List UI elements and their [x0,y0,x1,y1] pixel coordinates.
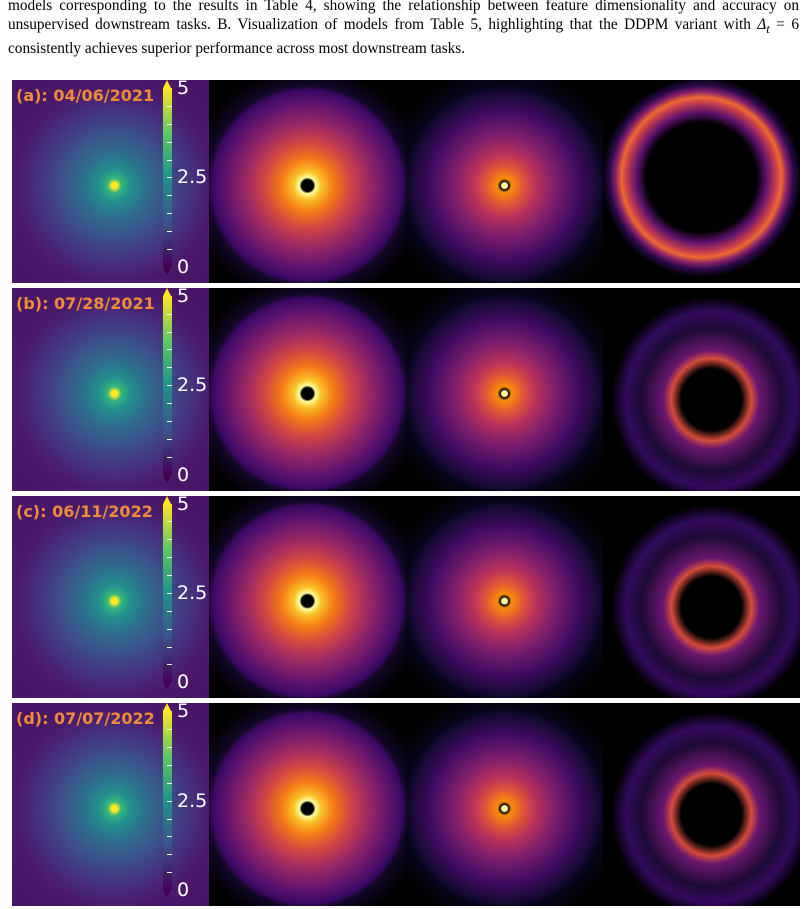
colorbar-minor-tick [167,313,172,315]
colorbar-tick-label: 2.5 [177,789,208,812]
colorbar-minor-tick [167,231,172,232]
colorbar-minor-tick [167,123,172,125]
colorbar-tick-label: 0 [177,255,190,278]
colorbar-minor-tick [167,729,172,731]
colorbar-minor-tick [167,385,172,387]
caption-text: models corresponding to the results in T… [8,0,799,33]
figure: 5 2.5 0 (a): 04/06/2021 5 2.5 0 (b): 07/28/2021… [12,80,800,906]
figure-row: 5 2.5 0 (c): 06/11/2022 [12,495,800,699]
colorbar-minor-tick [167,854,172,856]
colorbar-minor-tick [167,420,172,422]
colorbar-minor-tick [167,646,172,648]
colorbar-tick-label: 0 [177,671,190,694]
image-panel [406,80,603,283]
colorbar-minor-tick [167,836,172,838]
colorbar-minor-tick [167,664,172,666]
colorbar-minor-tick [167,349,172,351]
colorbar-minor-tick [167,747,172,748]
colorbar-tick-label: 5 [177,287,190,307]
colorbar-minor-tick [167,141,172,143]
colorbar-minor-tick [167,764,172,766]
colorbar-minor-tick [167,105,172,107]
math-rest: = 6 [769,16,799,33]
colorbar-tick-label: 0 [177,879,190,901]
colorbar-minor-tick [167,628,172,630]
colorbar-minor-tick [167,367,172,369]
image-panel [209,495,406,699]
row-label: (c): 06/11/2022 [16,501,153,521]
figure-row: 5 2.5 0 (a): 04/06/2021 [12,80,800,283]
colorbar-minor-tick [167,610,172,612]
row-label: (d): 07/07/2022 [16,709,155,729]
colorbar-tick-label: 0 [177,463,190,486]
colorbar-tick-label: 5 [177,80,190,99]
colorbar-tick-label: 2.5 [177,581,208,604]
caption-text: consistently achieves superior performan… [8,40,466,58]
colorbar-minor-tick [167,331,172,333]
colorbar-minor-tick [167,195,172,197]
image-panel: 5 2.5 0 (d): 07/07/2022 [12,703,209,906]
image-panel [406,287,603,491]
colorbar-tick-label: 2.5 [177,374,208,397]
image-panel [603,495,800,699]
image-panel [603,80,800,283]
colorbar-minor-tick [167,592,172,594]
figure-row: 5 2.5 0 (b): 07/28/2021 [12,287,800,491]
colorbar-minor-tick [167,539,172,541]
row-label: (a): 04/06/2021 [16,86,155,105]
image-panel: 5 2.5 0 (a): 04/06/2021 [12,80,209,283]
colorbar-minor-tick [167,456,172,458]
colorbar-minor-tick [167,213,172,215]
colorbar-minor-tick [167,521,172,523]
image-panel [209,80,406,283]
colorbar-minor-tick [167,800,172,802]
colorbar-minor-tick [167,403,172,404]
colorbar-tick-label: 5 [177,703,190,723]
colorbar-tick-label: 5 [177,495,190,515]
colorbar-minor-tick [167,248,172,250]
colorbar-minor-tick [167,818,172,820]
math-symbol: Δ [757,16,767,33]
colorbar-minor-tick [167,159,172,161]
math-subscript: t [766,22,770,37]
image-panel [209,703,406,906]
figure-row: 5 2.5 0 (d): 07/07/2022 [12,703,800,906]
image-panel [406,703,603,906]
colorbar-minor-tick [167,438,172,440]
row-label: (b): 07/28/2021 [16,293,155,313]
colorbar-minor-tick [167,782,172,784]
image-panel [209,287,406,491]
colorbar-minor-tick [167,177,172,179]
colorbar-minor-tick [167,872,172,874]
image-panel [406,495,603,699]
image-panel [603,287,800,491]
figure-caption: models corresponding to the results in T… [8,0,799,58]
image-panel: 5 2.5 0 (c): 06/11/2022 [12,495,209,699]
colorbar-tick-label: 2.5 [177,166,208,189]
image-panel [603,703,800,906]
colorbar-minor-tick [167,575,172,576]
image-panel: 5 2.5 0 (b): 07/28/2021 [12,287,209,491]
colorbar-minor-tick [167,557,172,559]
